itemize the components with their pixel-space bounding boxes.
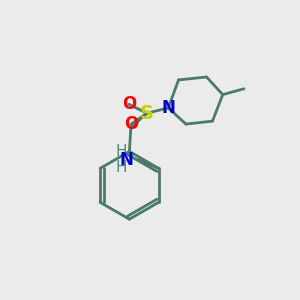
Text: N: N (120, 151, 134, 169)
Text: H: H (116, 144, 127, 159)
Text: S: S (140, 104, 154, 123)
Text: O: O (122, 95, 136, 113)
Text: H: H (116, 160, 127, 175)
Text: O: O (124, 116, 138, 134)
Text: N: N (161, 99, 175, 117)
